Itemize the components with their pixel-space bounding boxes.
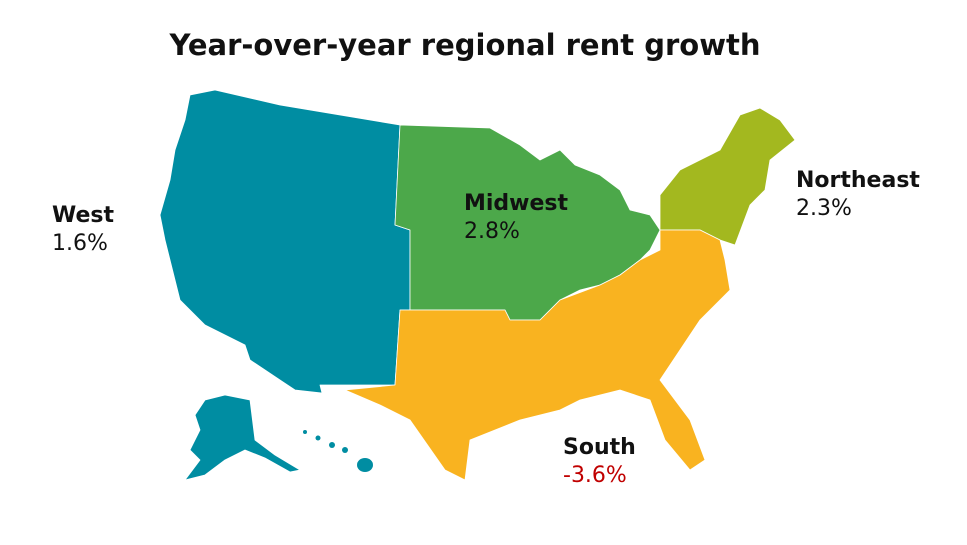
- region-name: Midwest: [464, 191, 569, 216]
- label-midwest: Midwest 2.8%: [464, 190, 568, 246]
- label-west: West 1.6%: [52, 202, 114, 258]
- region-name: South: [563, 435, 636, 460]
- region-value: 2.3%: [796, 196, 852, 221]
- map-title: Year-over-year regional rent growth: [169, 28, 761, 62]
- region-west: [159, 89, 411, 394]
- label-south: South -3.6%: [563, 434, 636, 490]
- region-south: [344, 229, 731, 481]
- region-northeast: [659, 107, 796, 246]
- region-value: 1.6%: [52, 231, 108, 256]
- label-northeast: Northeast 2.3%: [796, 167, 920, 223]
- hawaii: [303, 430, 373, 472]
- region-value: -3.6%: [563, 463, 627, 488]
- alaska: [184, 394, 301, 481]
- region-value: 2.8%: [464, 219, 520, 244]
- region-name: West: [52, 203, 115, 228]
- region-name: Northeast: [796, 168, 920, 193]
